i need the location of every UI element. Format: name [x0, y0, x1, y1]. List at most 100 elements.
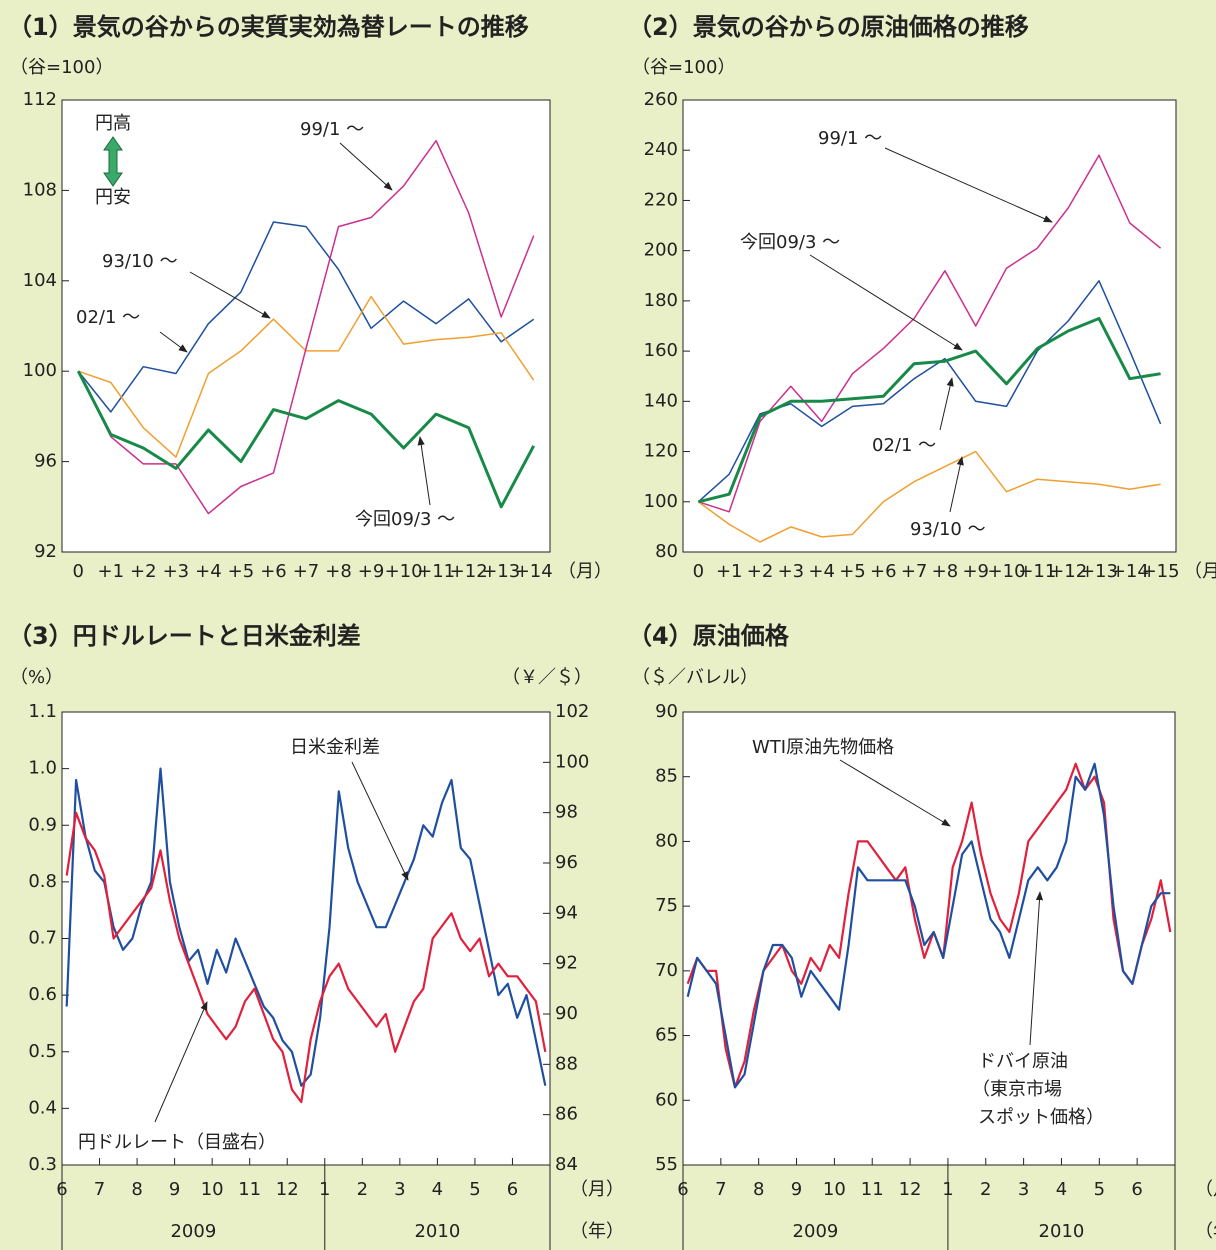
x-tick-label: +1 — [716, 561, 743, 582]
year-unit: （年） — [1195, 1221, 1216, 1242]
annotation-arrow — [189, 271, 271, 319]
x-tick-label: +12 — [1049, 561, 1087, 582]
plot-area — [61, 99, 551, 553]
x-tick-label: +8 — [932, 561, 959, 582]
x-tick-label: +6 — [870, 561, 897, 582]
x-tick-label: +10 — [385, 561, 423, 582]
chart-title: （1）景気の谷からの実質実効為替レートの推移 — [8, 13, 529, 41]
double-arrow — [103, 136, 123, 187]
y-tick-label: 1.1 — [28, 701, 57, 722]
y-tick-label: 80 — [655, 830, 678, 851]
x-tick-label: +14 — [515, 561, 553, 582]
x-tick-label: 5 — [1094, 1179, 1105, 1200]
x-tick-label: +14 — [1111, 561, 1149, 582]
y2-tick-label: 86 — [555, 1104, 578, 1125]
year-label: 2009 — [793, 1221, 839, 1242]
chart-title: （3）円ドルレートと日米金利差 — [8, 622, 361, 650]
y-tick-label: 65 — [655, 1025, 678, 1046]
annotation-arrow — [339, 142, 393, 191]
y-tick-label: 200 — [644, 240, 678, 261]
series-label: 円ドルレート（目盛右） — [78, 1132, 276, 1153]
x-tick-label: +4 — [195, 561, 222, 582]
y-tick-label: 90 — [655, 701, 678, 722]
x-tick-label: 3 — [1018, 1179, 1029, 1200]
y-tick-label: 260 — [644, 89, 678, 110]
x-tick-label: 2 — [980, 1179, 991, 1200]
y2-tick-label: 94 — [555, 902, 578, 923]
chart-title: （4）原油価格 — [628, 622, 790, 650]
y-tick-label: 0.8 — [28, 871, 57, 892]
x-tick-label: 4 — [1056, 1179, 1067, 1200]
x-tick-label: +2 — [130, 561, 157, 582]
x-tick-label: +5 — [839, 561, 866, 582]
annotation-arrow — [1029, 891, 1044, 1046]
plot-area — [61, 711, 551, 1166]
annotation: スポット価格） — [978, 1107, 1104, 1128]
plot-area — [682, 99, 1177, 553]
y-tick-label: 70 — [655, 960, 678, 981]
y-axis-label: （＄／バレル） — [632, 667, 758, 688]
annotation-arrow — [949, 456, 964, 513]
x-tick-label: +11 — [417, 561, 455, 582]
y-tick-label: 0.5 — [28, 1041, 57, 1062]
annotation-arrow — [351, 761, 409, 881]
x-tick-label: 8 — [131, 1179, 142, 1200]
x-tick-label: 4 — [432, 1179, 443, 1200]
x-tick-label: +13 — [1080, 561, 1118, 582]
series-line — [686, 762, 1171, 1089]
x-tick-label: 10 — [201, 1179, 224, 1200]
series-label: 99/1 ～ — [818, 128, 882, 149]
series-label: 02/1 ～ — [872, 435, 936, 456]
series-label: WTI原油先物価格 — [752, 737, 894, 758]
y2-tick-label: 96 — [555, 852, 578, 873]
y-tick-label: 92 — [34, 541, 57, 562]
y-tick-label: 220 — [644, 189, 678, 210]
x-tick-label: +9 — [962, 561, 989, 582]
y2-tick-label: 84 — [555, 1154, 578, 1175]
x-tick-label: 9 — [169, 1179, 180, 1200]
y-tick-label: 96 — [34, 451, 57, 472]
series-label: 99/1 ～ — [300, 119, 364, 140]
x-tick-label: +1 — [98, 561, 125, 582]
x-tick-label: +10 — [988, 561, 1026, 582]
y-tick-label: 0.3 — [28, 1154, 57, 1175]
x-tick-label: 12 — [899, 1179, 922, 1200]
y-axis-label: （谷=100） — [10, 57, 113, 78]
annotation: 円高 — [95, 113, 131, 134]
x-tick-label: +5 — [228, 561, 255, 582]
annotation-arrow — [159, 331, 188, 353]
year-label: 2010 — [414, 1221, 460, 1242]
annotation: （東京市場 — [972, 1079, 1062, 1100]
y-tick-label: 55 — [655, 1154, 678, 1175]
y-tick-label: 0.6 — [28, 984, 57, 1005]
y-tick-label: 0.4 — [28, 1097, 57, 1118]
x-tick-label: +9 — [358, 561, 385, 582]
x-axis-unit: （月） — [1195, 1179, 1216, 1200]
y2-axis-label: （￥／＄） — [502, 667, 592, 688]
x-tick-label: +15 — [1142, 561, 1180, 582]
annotation-arrow — [839, 759, 951, 827]
y-tick-label: 85 — [655, 766, 678, 787]
series-line — [698, 154, 1162, 513]
x-tick-label: 9 — [791, 1179, 802, 1200]
series-line — [65, 811, 547, 1104]
y-axis-label: （%） — [10, 667, 63, 688]
x-tick-label: +7 — [293, 561, 320, 582]
x-axis-unit: （月） — [1184, 561, 1216, 582]
x-tick-label: +12 — [450, 561, 488, 582]
annotation-arrow — [809, 254, 963, 351]
y2-tick-label: 90 — [555, 1003, 578, 1024]
y-tick-label: 160 — [644, 340, 678, 361]
x-tick-label: +4 — [808, 561, 835, 582]
y-tick-label: 180 — [644, 290, 678, 311]
annotation-arrow — [939, 377, 954, 431]
y-tick-label: 1.0 — [28, 758, 57, 779]
x-tick-label: +2 — [747, 561, 774, 582]
x-tick-label: +7 — [901, 561, 928, 582]
x-tick-label: 11 — [238, 1179, 261, 1200]
series-label: 93/10 ～ — [102, 251, 178, 272]
series-label: ドバイ原油 — [978, 1051, 1068, 1072]
x-tick-label: +3 — [163, 561, 190, 582]
y-tick-label: 112 — [23, 89, 57, 110]
y-tick-label: 104 — [23, 270, 57, 291]
